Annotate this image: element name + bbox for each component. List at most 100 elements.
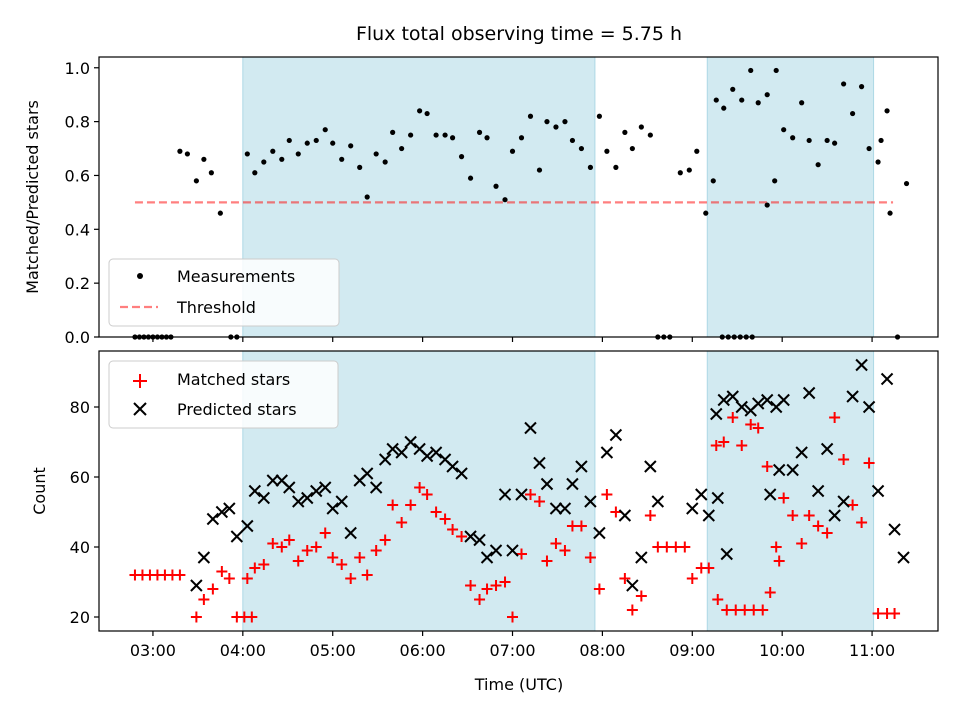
matched-star-point-94 <box>847 499 859 511</box>
top-y-ticks: 0.0 0.2 0.4 0.6 0.8 1.0 <box>65 59 99 347</box>
predicted-star-point-43 <box>558 502 572 515</box>
matched-star-point-43 <box>481 583 493 595</box>
predicted-star-point-6 <box>241 519 254 533</box>
measurement-point-93 <box>815 162 821 168</box>
measurement-point-43 <box>467 175 474 181</box>
predicted-star-point-38 <box>515 488 528 501</box>
predicted-x-b <box>480 551 494 564</box>
measurement-point-20 <box>270 148 276 154</box>
measurement-point-45 <box>484 135 490 141</box>
bottom-xtick-label-6: 09:00 <box>669 641 715 660</box>
matched-star-point-28 <box>354 552 366 563</box>
predicted-x-b <box>760 393 774 407</box>
matched-star-point-19 <box>276 541 288 553</box>
measurement-point-98 <box>858 84 865 90</box>
predicted-x-b <box>292 495 305 508</box>
predicted-x-b <box>420 449 434 463</box>
matched-star-point-70 <box>712 594 724 605</box>
measurement-point-46 <box>493 183 499 189</box>
ratio-panel: 0.0 0.2 0.4 0.6 0.8 1.0 Matched/Predicted sta… <box>23 56 939 347</box>
predicted-x-b <box>223 502 236 515</box>
predicted-star-point-9 <box>266 474 279 487</box>
predicted-x-b <box>498 488 512 501</box>
predicted-x-b <box>720 547 733 561</box>
predicted-star-point-75 <box>820 442 834 456</box>
measurement-point-22 <box>286 137 292 144</box>
measurement-point-97 <box>850 110 856 117</box>
predicted-x-b <box>888 523 901 536</box>
matched-star-point-93 <box>838 454 850 465</box>
legend-threshold-label: Threshold <box>176 298 256 317</box>
measurement-point-48 <box>509 148 516 154</box>
predicted-star-point-8 <box>257 491 271 505</box>
predicted-star-point-13 <box>301 491 314 505</box>
predicted-x-b <box>820 442 834 456</box>
matched-star-point-57 <box>601 489 613 500</box>
predicted-star-point-42 <box>549 502 563 515</box>
measurement-point-92 <box>806 137 812 144</box>
predicted-star-point-12 <box>292 495 305 508</box>
predicted-x-b <box>735 400 748 414</box>
predicted-x-b <box>626 579 639 592</box>
predicted-x-b <box>438 453 452 466</box>
predicted-x-b <box>319 481 332 494</box>
matched-star-point-33 <box>396 517 408 528</box>
predicted-star-point-3 <box>215 505 229 519</box>
measurement-point-30 <box>357 164 363 170</box>
predicted-x-b <box>360 467 374 480</box>
measurement-point-83 <box>730 86 736 92</box>
top-x-ticks <box>152 337 873 342</box>
bottom-y-axis-label: Count <box>30 467 49 515</box>
predicted-star-point-48 <box>600 446 614 459</box>
predicted-star-point-35 <box>489 544 503 557</box>
matched-star-point-38 <box>439 513 451 525</box>
predicted-star-point-64 <box>726 390 739 403</box>
measurement-point-39 <box>433 132 439 138</box>
predicted-x-b <box>593 526 606 540</box>
predicted-x-b <box>386 442 399 456</box>
measurement-point-35 <box>399 145 405 152</box>
bottom-legend: Matched stars Predicted stars <box>108 360 339 429</box>
matched-star-point-16 <box>249 562 261 574</box>
measurement-point-10 <box>184 151 190 157</box>
legend-measurement-marker <box>137 273 143 279</box>
predicted-x-b <box>248 484 262 498</box>
measurement-point-84 <box>739 97 745 103</box>
measurement-point-17 <box>244 151 250 157</box>
predicted-star-point-46 <box>584 495 597 508</box>
top-axes-frame <box>98 56 939 338</box>
matched-star-point-7 <box>190 611 202 623</box>
matched-star-point-96 <box>863 457 875 469</box>
matched-star-point-95 <box>856 517 868 528</box>
measurement-point-24 <box>304 140 310 146</box>
bottom-x-ticks: 03:00 04:00 05:00 06:00 07:00 08:00 09:00 10:00… <box>130 631 895 660</box>
predicted-x-b <box>752 397 765 410</box>
predicted-star-point-28 <box>429 446 443 459</box>
predicted-x-b <box>795 446 808 459</box>
predicted-x-b <box>215 505 229 519</box>
predicted-x-b <box>600 446 614 459</box>
predicted-x-b <box>837 495 850 508</box>
predicted-star-point-60 <box>763 488 777 501</box>
bottom-y-ticks: 20 40 60 80 <box>70 398 99 627</box>
predicted-star-point-32 <box>464 530 477 543</box>
measurement-point-57 <box>587 164 594 170</box>
matched-star-point-29 <box>361 569 373 581</box>
predicted-star-point-22 <box>378 453 392 466</box>
measurement-point-103 <box>887 210 893 216</box>
top-legend-box <box>108 258 340 327</box>
matched-star-point-21 <box>292 555 304 567</box>
measurement-point-105 <box>903 180 910 187</box>
predicted-x-b <box>871 484 885 498</box>
matched-star-point-81 <box>736 440 748 451</box>
measurement-point-14 <box>217 210 223 216</box>
top-observing-period-1 <box>706 56 875 338</box>
measurement-point-42 <box>458 154 465 160</box>
predicted-x-b <box>763 488 777 501</box>
measurement-point-60 <box>613 164 619 170</box>
predicted-x-b <box>609 428 623 442</box>
predicted-x-b <box>566 477 579 491</box>
measurement-point-50 <box>527 113 534 119</box>
matched-star-point-82 <box>745 419 757 430</box>
matched-star-point-41 <box>465 580 477 591</box>
